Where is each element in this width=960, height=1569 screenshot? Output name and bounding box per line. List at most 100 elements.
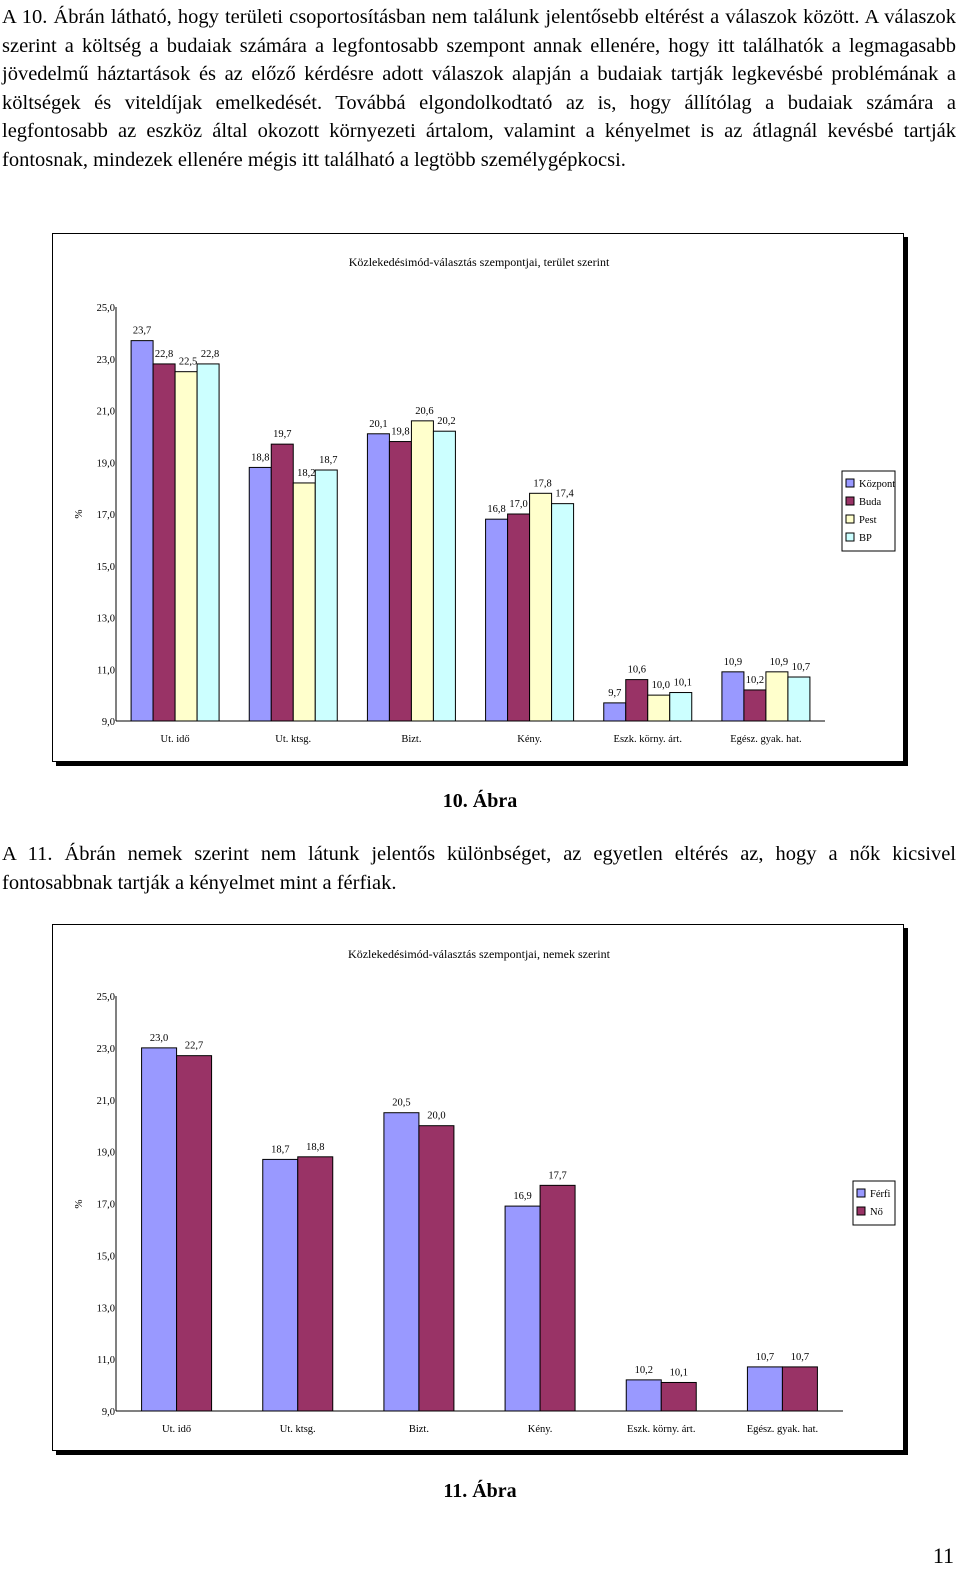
legend: Férfi Nő [852, 1180, 896, 1226]
y-tick-label: 21,0 [97, 1096, 115, 1107]
data-label: 16,9 [513, 1191, 531, 1202]
bar [669, 692, 693, 722]
data-label: 23,7 [133, 326, 151, 337]
data-label: 10,1 [674, 678, 692, 689]
data-label: 17,4 [555, 489, 574, 500]
data-label: 10,6 [628, 665, 646, 676]
bar [721, 671, 745, 722]
data-label: 22,5 [179, 357, 197, 368]
data-label: 20,0 [427, 1111, 445, 1122]
x-tick-label: Bizt. [401, 734, 421, 745]
y-tick-label: 25,0 [97, 992, 115, 1003]
bar [603, 702, 627, 722]
data-label: 22,8 [201, 349, 219, 360]
data-label: 18,8 [306, 1142, 324, 1153]
data-label: 18,7 [271, 1144, 289, 1155]
x-tick-label: Ut. ktsg. [275, 734, 311, 745]
y-tick-label: 15,0 [97, 1251, 115, 1262]
chart-by-region-svg: Közlekedésimód-választás szempontjai, te… [73, 255, 896, 745]
bar [625, 1379, 662, 1412]
bar [539, 1184, 576, 1412]
y-tick-label: 9,0 [102, 1407, 115, 1418]
bar [743, 689, 767, 722]
data-label: 17,7 [548, 1170, 566, 1181]
data-label: 17,8 [533, 478, 551, 489]
data-label: 9,7 [608, 688, 621, 699]
legend-label: Pest [859, 515, 877, 526]
bar [176, 1055, 213, 1412]
y-tick-label: 13,0 [97, 614, 115, 625]
y-tick-label: 19,0 [97, 1148, 115, 1159]
data-label: 10,9 [724, 657, 742, 668]
bar [152, 363, 176, 722]
legend-swatch [856, 1188, 866, 1198]
y-tick-label: 23,0 [97, 1044, 115, 1055]
y-tick-label: 19,0 [97, 458, 115, 469]
x-tick-label: Eszk. körny. árt. [614, 734, 682, 745]
legend-box [852, 1180, 896, 1226]
data-label: 19,8 [391, 427, 409, 438]
bar [787, 676, 811, 722]
bar [262, 1158, 299, 1412]
bar [297, 1156, 334, 1412]
y-tick-label: 11,0 [97, 1355, 115, 1366]
bar [507, 513, 531, 722]
bar [625, 679, 649, 722]
y-tick-label: 21,0 [97, 407, 115, 418]
data-label: 16,8 [487, 504, 505, 515]
legend-swatch [845, 532, 855, 542]
bar [529, 492, 553, 722]
legend-label: Férfi [870, 1189, 890, 1200]
y-tick-label: 15,0 [97, 562, 115, 573]
x-tick-label: Eszk. körny. árt. [627, 1424, 695, 1435]
data-label: 10,7 [791, 1352, 809, 1363]
x-tick-label: Ut. idő [162, 1424, 191, 1435]
figure-caption-10: 10. Ábra [442, 790, 518, 812]
bar [174, 371, 198, 722]
chart-by-gender-svg: Közlekedésimód-választás szempontjai, ne… [73, 947, 896, 1435]
bar [418, 1125, 455, 1412]
bar [551, 503, 575, 722]
data-label: 23,0 [150, 1033, 168, 1044]
bar [485, 518, 509, 722]
legend-swatch [845, 514, 855, 524]
bar [660, 1381, 697, 1412]
bar [314, 469, 338, 722]
data-label: 18,7 [319, 455, 337, 466]
y-tick-label: 25,0 [97, 303, 115, 314]
data-label: 22,8 [155, 349, 173, 360]
data-label: 20,5 [392, 1098, 410, 1109]
chart-by-gender: Közlekedésimód-választás szempontjai, ne… [52, 924, 904, 1451]
bar [765, 671, 789, 722]
data-label: 10,2 [635, 1365, 653, 1376]
bar [410, 420, 434, 722]
chart-title: Közlekedésimód-választás szempontjai, ne… [348, 947, 611, 961]
data-label: 18,8 [251, 452, 269, 463]
x-tick-label: Ut. idő [160, 734, 189, 745]
bar [248, 466, 272, 722]
bar [196, 363, 220, 722]
figure-caption-11: 11. Ábra [443, 1480, 517, 1502]
bar [388, 441, 412, 722]
data-label: 17,0 [509, 499, 527, 510]
bar [781, 1366, 818, 1412]
bar [292, 482, 316, 722]
x-tick-label: Kény. [517, 734, 542, 745]
legend-label: BP [859, 533, 872, 544]
bar [141, 1047, 178, 1412]
x-tick-label: Ut. ktsg. [280, 1424, 316, 1435]
x-tick-label: Bizt. [409, 1424, 429, 1435]
x-tick-label: Kény. [528, 1424, 553, 1435]
legend-label: Központ [859, 479, 895, 490]
data-label: 10,7 [792, 662, 810, 673]
legend-label: Buda [859, 497, 882, 508]
bar [432, 430, 456, 722]
data-label: 22,7 [185, 1041, 203, 1052]
chart-by-region: Közlekedésimód-választás szempontjai, te… [52, 233, 904, 762]
bar [504, 1205, 541, 1412]
y-tick-label: 13,0 [97, 1303, 115, 1314]
data-label: 10,9 [770, 657, 788, 668]
bar [746, 1366, 783, 1412]
y-tick-label: 9,0 [102, 717, 115, 728]
x-tick-label: Egész. gyak. hat. [747, 1424, 818, 1435]
